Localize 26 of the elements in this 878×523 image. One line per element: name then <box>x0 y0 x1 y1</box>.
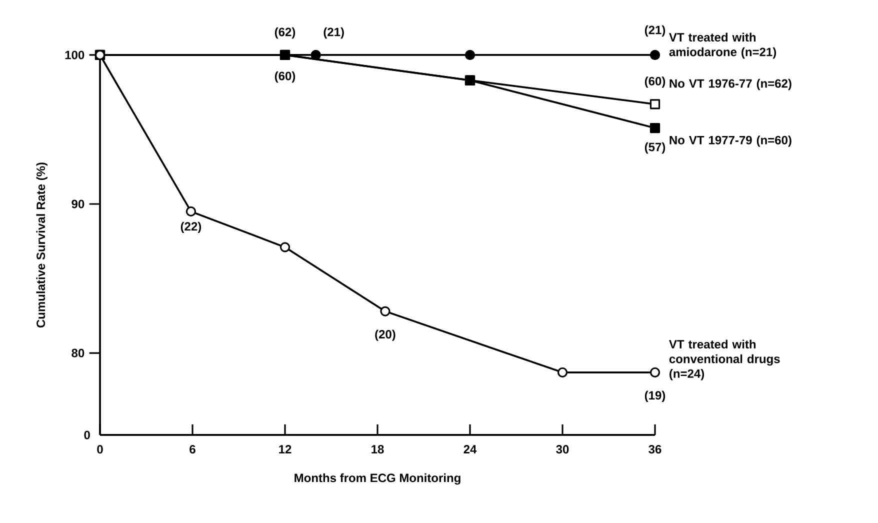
x-tick-label: 6 <box>190 445 196 454</box>
x-tick-label: 12 <box>279 445 292 454</box>
annotation: (20) <box>375 330 396 341</box>
series-label: No VT 1976-77 (n=62) <box>670 78 792 90</box>
y-tick-label: 100 <box>65 50 84 60</box>
x-tick-label: 36 <box>648 445 662 454</box>
series-label: VT treated with conventional drugs (n=24) <box>669 340 780 380</box>
series-label: VT treated with amiodarone (n=21) <box>669 32 776 59</box>
x-tick-label: 30 <box>556 445 569 454</box>
annotation: (60) <box>644 76 666 88</box>
x-tick-label: 24 <box>464 445 477 454</box>
annotation: (21) <box>324 27 344 39</box>
annotation: (21) <box>644 25 666 37</box>
annotation: (19) <box>644 390 666 402</box>
x-tick-label: 18 <box>372 445 384 454</box>
series-label: No VT 1977-79 (n=60) <box>670 136 792 147</box>
y-tick-label: 80 <box>72 348 84 358</box>
y-axis-title: Cumulative Survival Rate (%) <box>36 162 48 328</box>
annotation: (57) <box>644 142 666 154</box>
y-tick-label: 90 <box>72 200 84 208</box>
annotation: (22) <box>180 222 202 234</box>
x-axis-title: Months from ECG Monitoring <box>294 473 460 485</box>
text: 0 <box>84 430 90 440</box>
x-tick-label: 0 <box>97 445 103 454</box>
annotation: (62) <box>274 27 296 39</box>
annotation: (60) <box>274 71 296 83</box>
